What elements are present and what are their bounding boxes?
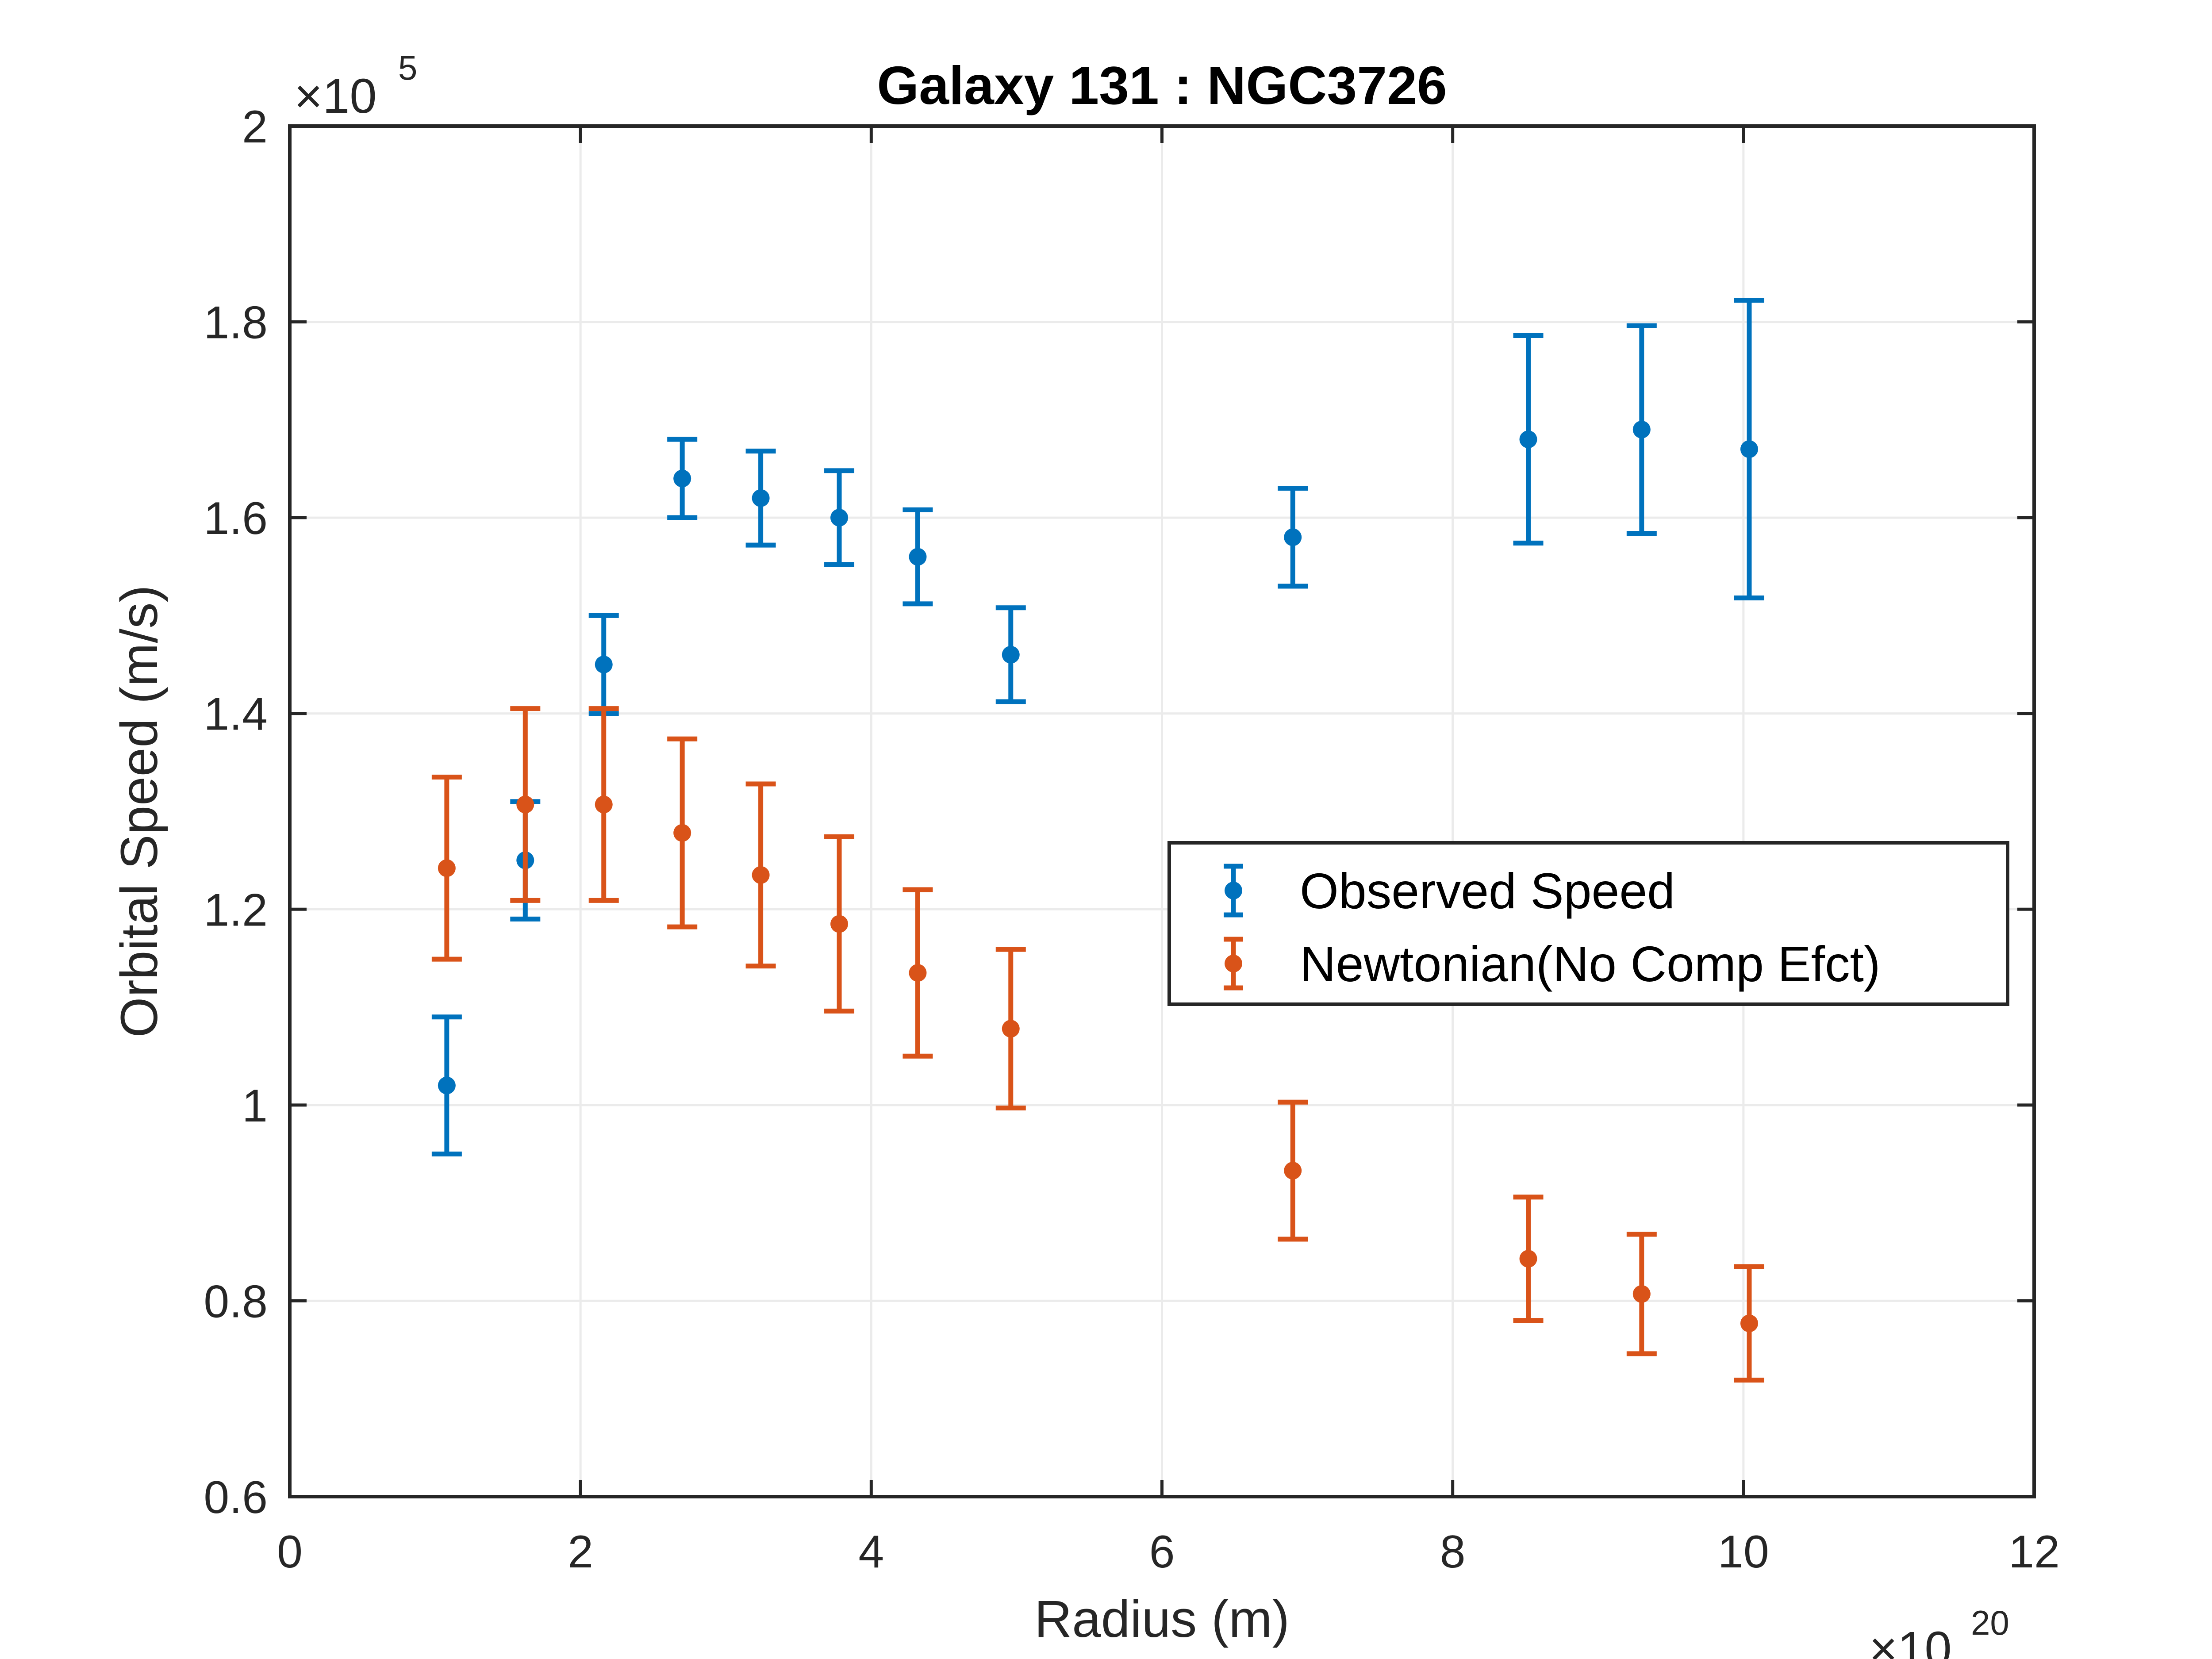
data-point <box>909 548 927 566</box>
x-axis-label: Radius (m) <box>1034 1590 1290 1648</box>
data-point <box>752 866 770 884</box>
data-point <box>673 469 691 488</box>
data-point <box>673 824 691 842</box>
data-point <box>909 964 927 982</box>
data-point <box>438 859 456 877</box>
data-point <box>1519 1250 1537 1268</box>
x-exponent-base: ×10 <box>1869 1622 1952 1659</box>
y-tick-label: 2 <box>242 101 268 153</box>
y-tick-label: 1 <box>242 1080 268 1132</box>
x-tick-label: 8 <box>1440 1526 1466 1578</box>
x-tick-label: 6 <box>1149 1526 1175 1578</box>
legend-marker-newtonian <box>1224 937 1243 991</box>
y-tick-label: 1.2 <box>204 884 268 936</box>
data-point <box>1740 440 1758 458</box>
series-1 <box>431 706 1764 1383</box>
data-point <box>1284 1162 1302 1180</box>
data-point <box>1002 1020 1020 1038</box>
x-tick-label: 10 <box>1718 1526 1769 1578</box>
data-point <box>595 656 613 674</box>
y-axis-exponent: ×10 5 <box>294 48 417 123</box>
x-tick-label: 12 <box>2008 1526 2060 1578</box>
data-point <box>438 1076 456 1094</box>
data-point <box>752 489 770 507</box>
legend-label-observed: Observed Speed <box>1300 863 1675 919</box>
data-point <box>1002 645 1020 664</box>
y-axis-label: Orbital Speed (m/s) <box>110 585 169 1038</box>
y-exponent-power: 5 <box>398 48 417 87</box>
legend: Observed Speed Newtonian(No Comp Efct) <box>1167 841 2009 1006</box>
x-tick-label: 0 <box>277 1526 303 1578</box>
x-axis-exponent: ×10 20 <box>1869 1603 2009 1659</box>
y-tick-label: 1.8 <box>204 297 268 349</box>
legend-marker-observed <box>1224 864 1243 918</box>
series-layer <box>431 298 1764 1383</box>
legend-point <box>1225 882 1242 899</box>
data-point <box>595 795 613 814</box>
x-tick-label: 2 <box>568 1526 593 1578</box>
y-tick-label: 1.6 <box>204 493 268 544</box>
ticks: 0 2 4 6 8 10 12 0.6 0.8 1 1.2 1.4 1.6 1.8 2 <box>204 101 2059 1578</box>
chart-title: Galaxy 131 : NGC3726 <box>877 55 1447 115</box>
data-point <box>830 509 849 527</box>
data-point <box>516 795 534 814</box>
x-exponent-power: 20 <box>1971 1603 2009 1642</box>
legend-box <box>1167 841 2009 1006</box>
y-tick-label: 1.4 <box>204 689 268 740</box>
data-point <box>1519 430 1537 449</box>
y-tick-label: 0.6 <box>204 1472 268 1523</box>
data-point <box>1632 1285 1651 1303</box>
data-point <box>830 915 849 933</box>
y-exponent-base: ×10 <box>294 69 377 123</box>
data-point <box>1632 420 1651 438</box>
data-point <box>1740 1314 1758 1333</box>
data-point <box>1284 528 1302 546</box>
y-tick-label: 0.8 <box>204 1276 268 1327</box>
legend-point <box>1225 955 1242 972</box>
legend-label-newtonian: Newtonian(No Comp Efct) <box>1300 936 1881 992</box>
x-tick-label: 4 <box>858 1526 884 1578</box>
